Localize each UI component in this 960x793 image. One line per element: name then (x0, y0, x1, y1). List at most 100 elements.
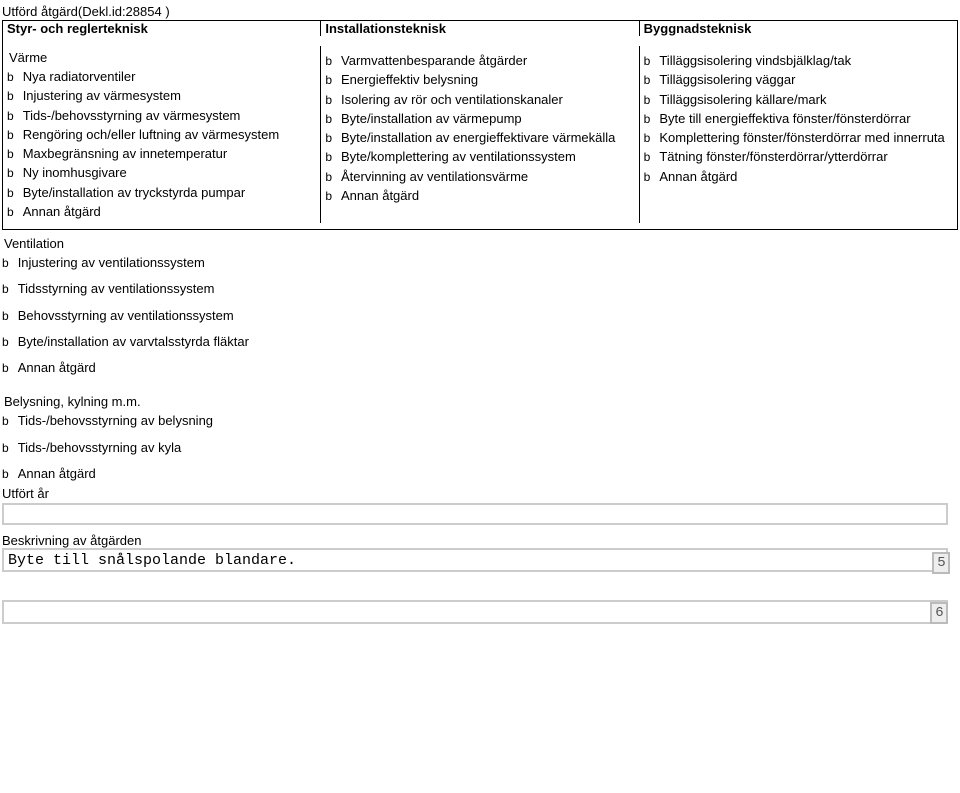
list-item: b Tilläggsisolering väggar (644, 72, 953, 88)
list-item: b Tids-/behovsstyrning av värmesystem (7, 108, 316, 124)
bullet-icon: b (7, 204, 14, 218)
item-label: Byte/komplettering av ventilationssystem (341, 149, 576, 165)
bullet-icon: b (2, 308, 9, 322)
bullet-icon: b (2, 413, 9, 427)
item-label: Tids-/behovsstyrning av värmesystem (23, 108, 241, 124)
bullet-icon: b (644, 111, 651, 125)
list-item: bTätning fönster/fönsterdörrar/ytterdörr… (644, 149, 953, 165)
item-label: Återvinning av ventilationsvärme (341, 169, 528, 185)
item-label: Byte/installation av varvtalsstyrda fläk… (18, 334, 249, 350)
bullet-icon: b (325, 111, 332, 125)
col1-header: Styr- och reglerteknisk (3, 21, 320, 36)
beskrivning-label: Beskrivning av åtgärden (2, 533, 958, 548)
list-item: bNy inomhusgivare (7, 165, 316, 181)
bullet-icon: b (7, 69, 14, 83)
item-label: Tilläggsisolering vindsbjälklag/tak (659, 53, 851, 69)
col3-body: b Tilläggsisolering vindsbjälklag/tak b Ti… (639, 46, 957, 223)
list-item: b Maxbegränsning av innetemperatur (7, 146, 316, 162)
list-item: b Annan åtgärd (325, 188, 634, 204)
list-item: b Nya radiatorventiler (7, 69, 316, 85)
bullet-icon: b (325, 169, 332, 183)
list-item: b Isolering av rör och ventilationskanale… (325, 92, 634, 108)
list-item: b Byte/installation av varvtalsstyrda flä… (2, 334, 958, 350)
item-label: Behovsstyrning av ventilationssystem (18, 308, 234, 324)
list-item: b Byte/installation av tryckstyrda pumpar (7, 185, 316, 201)
list-item: b Tidsstyrning av ventilationssystem (2, 281, 958, 297)
item-label: Annan åtgärd (659, 169, 737, 185)
list-item: b Varmvattenbesparande åtgärder (325, 53, 634, 69)
bullet-icon: b (7, 108, 14, 122)
item-label: Injustering av ventilationssystem (18, 255, 205, 271)
bullet-icon: b (325, 53, 332, 67)
bullet-icon: b (644, 92, 651, 106)
corner-number-5: 5 (932, 552, 950, 574)
item-label: Tätning fönster/fönsterdörrar/ytterdörra… (659, 149, 887, 165)
list-item: b Komplettering fönster/fönsterdörrar med… (644, 130, 953, 146)
list-item: b Återvinning av ventilationsvärme (325, 169, 634, 185)
spacer-input[interactable]: 6 (2, 600, 948, 624)
item-label: Maxbegränsning av innetemperatur (23, 146, 228, 162)
item-label: Annan åtgärd (18, 360, 96, 376)
corner-number-6: 6 (930, 602, 948, 624)
col3-header: Byggnadsteknisk (639, 21, 957, 36)
ventilation-title: Ventilation (4, 236, 958, 251)
list-item: bRengöring och/eller luftning av värmesy… (7, 127, 316, 143)
item-label: Tilläggsisolering källare/mark (659, 92, 826, 108)
bullet-icon: b (325, 92, 332, 106)
item-label: Tidsstyrning av ventilationssystem (18, 281, 215, 297)
col2-title: Installationsteknisk (325, 21, 446, 36)
bullet-icon: b (325, 188, 332, 202)
utfort-label: Utfört år (2, 486, 958, 501)
bullet-icon: b (644, 72, 651, 86)
list-item: bInjustering av ventilationssystem (2, 255, 958, 271)
list-item: b Annan åtgärd (2, 360, 958, 376)
item-label: Annan åtgärd (23, 204, 101, 220)
bullet-icon: b (2, 281, 9, 295)
bullet-icon: b (2, 466, 9, 480)
col3-title: Byggnadsteknisk (644, 21, 752, 36)
item-label: Nya radiatorventiler (23, 69, 136, 85)
item-label: Rengöring och/eller luftning av värmesys… (23, 127, 280, 143)
list-item: bAnnan åtgärd (644, 169, 953, 185)
item-label: Energieffektiv belysning (341, 72, 478, 88)
bullet-icon: b (7, 88, 14, 102)
item-label: Injustering av värmesystem (23, 88, 181, 104)
list-item: bByte/komplettering av ventilationssyste… (325, 149, 634, 165)
bullet-icon: b (325, 72, 332, 86)
page-root: Utförd åtgärd(Dekl.id:28854 ) Styr- och … (0, 0, 960, 626)
list-item: b Annan åtgärd (7, 204, 316, 220)
item-label: Byte till energieffektiva fönster/fönste… (659, 111, 910, 127)
item-label: Komplettering fönster/fönsterdörrar med … (659, 130, 944, 146)
belysning-title: Belysning, kylning m.m. (4, 394, 958, 409)
beskrivning-section: Beskrivning av åtgärden Byte till snålsp… (2, 533, 958, 624)
bullet-icon: b (325, 130, 332, 144)
header-line: Utförd åtgärd(Dekl.id:28854 ) (2, 4, 958, 19)
utfort-input[interactable] (2, 503, 948, 525)
bullet-icon: b (7, 185, 14, 199)
item-label: Byte/installation av värmepump (341, 111, 522, 127)
item-label: Byte/installation av energieffektivare v… (341, 130, 615, 146)
bullet-icon: b (644, 130, 651, 144)
bullet-icon: b (2, 360, 9, 374)
item-label: Isolering av rör och ventilationskanaler (341, 92, 563, 108)
list-item: b Byte/installation av värmepump (325, 111, 634, 127)
item-label: Tilläggsisolering väggar (659, 72, 795, 88)
bullet-icon: b (2, 334, 9, 348)
col2-body: b Varmvattenbesparande åtgärder b Energief… (320, 46, 638, 223)
item-label: Tids-/behovsstyrning av kyla (18, 440, 182, 456)
list-item: b Byte till energieffektiva fönster/fönst… (644, 111, 953, 127)
list-item: b Tids-/behovsstyrning av belysning (2, 413, 958, 429)
item-label: Tids-/behovsstyrning av belysning (18, 413, 213, 429)
bullet-icon: b (2, 440, 9, 454)
item-label: Annan åtgärd (341, 188, 419, 204)
item-label: Varmvattenbesparande åtgärder (341, 53, 527, 69)
item-label: Byte/installation av tryckstyrda pumpar (23, 185, 246, 201)
list-item: b Byte/installation av energieffektivare … (325, 130, 634, 146)
beskrivning-input[interactable]: Byte till snålspolande blandare. (2, 548, 948, 572)
list-item: b Tids-/behovsstyrning av kyla (2, 440, 958, 456)
item-label: Annan åtgärd (18, 466, 96, 482)
col1-body: Värme bNya radiatorventiler bInjustering… (3, 46, 320, 223)
list-item: b Injustering av värmesystem (7, 88, 316, 104)
belysning-section: Belysning, kylning m.m. b Tids-/behovssty… (2, 394, 958, 482)
bullet-icon: b (7, 146, 14, 160)
